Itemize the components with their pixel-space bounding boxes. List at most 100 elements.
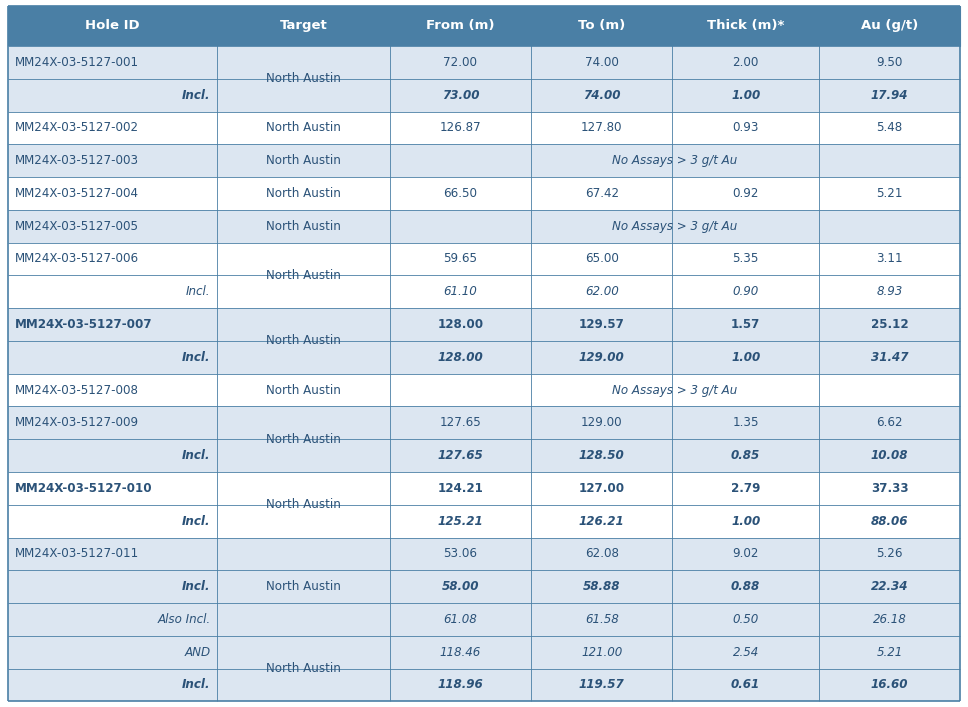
Text: 6.62: 6.62 — [876, 416, 903, 429]
Bar — [8, 275, 960, 308]
Text: 127.65: 127.65 — [439, 416, 481, 429]
Text: 0.61: 0.61 — [731, 679, 760, 691]
Text: 16.60: 16.60 — [871, 679, 908, 691]
Text: 3.11: 3.11 — [876, 252, 903, 266]
Text: 8.93: 8.93 — [876, 285, 903, 298]
Text: 127.00: 127.00 — [579, 482, 624, 495]
Text: 26.18: 26.18 — [873, 613, 906, 626]
Text: 0.93: 0.93 — [733, 122, 759, 134]
Text: 74.00: 74.00 — [583, 88, 620, 102]
Text: 61.10: 61.10 — [443, 285, 477, 298]
Text: 59.65: 59.65 — [443, 252, 477, 266]
Text: 25.12: 25.12 — [871, 318, 908, 331]
Bar — [673, 6, 819, 46]
Text: North Austin: North Austin — [266, 498, 341, 511]
Bar — [8, 243, 960, 275]
Text: 61.08: 61.08 — [443, 613, 477, 626]
Text: 31.47: 31.47 — [871, 351, 908, 364]
Text: MM24X-03-5127-009: MM24X-03-5127-009 — [15, 416, 138, 429]
Text: Incl.: Incl. — [182, 351, 210, 364]
Bar — [217, 6, 390, 46]
Bar — [8, 669, 960, 701]
Text: 2.54: 2.54 — [733, 645, 759, 659]
Text: North Austin: North Austin — [266, 269, 341, 282]
Text: 0.50: 0.50 — [733, 613, 759, 626]
Text: MM24X-03-5127-001: MM24X-03-5127-001 — [15, 56, 138, 69]
Text: From (m): From (m) — [426, 19, 495, 33]
Text: To (m): To (m) — [578, 19, 625, 33]
Bar — [8, 112, 960, 144]
Text: No Assays > 3 g/t Au: No Assays > 3 g/t Au — [613, 154, 738, 167]
Text: 118.96: 118.96 — [438, 679, 483, 691]
Text: 58.00: 58.00 — [441, 580, 479, 593]
Bar — [8, 308, 960, 341]
Text: No Assays > 3 g/t Au: No Assays > 3 g/t Au — [613, 220, 738, 233]
Text: Incl.: Incl. — [186, 285, 210, 298]
Bar — [8, 603, 960, 636]
Text: 62.00: 62.00 — [585, 285, 619, 298]
Text: 22.34: 22.34 — [871, 580, 908, 593]
Text: Hole ID: Hole ID — [85, 19, 139, 33]
Text: Thick (m)*: Thick (m)* — [707, 19, 784, 33]
Text: Target: Target — [280, 19, 327, 33]
Text: 5.21: 5.21 — [876, 645, 903, 659]
Text: MM24X-03-5127-007: MM24X-03-5127-007 — [15, 318, 152, 331]
Text: 125.21: 125.21 — [438, 515, 483, 527]
Text: 118.46: 118.46 — [439, 645, 481, 659]
Text: North Austin: North Austin — [266, 220, 341, 233]
Text: 1.57: 1.57 — [731, 318, 761, 331]
Text: North Austin: North Austin — [266, 154, 341, 167]
Text: North Austin: North Austin — [266, 580, 341, 593]
Text: AND: AND — [184, 645, 210, 659]
Text: 1.35: 1.35 — [733, 416, 759, 429]
Text: 2.00: 2.00 — [733, 56, 759, 69]
Text: North Austin: North Austin — [266, 72, 341, 86]
Bar — [8, 144, 960, 177]
Text: 126.21: 126.21 — [579, 515, 624, 527]
Text: 0.92: 0.92 — [733, 187, 759, 200]
Text: 37.33: 37.33 — [871, 482, 908, 495]
Text: MM24X-03-5127-006: MM24X-03-5127-006 — [15, 252, 138, 266]
Text: 2.79: 2.79 — [731, 482, 761, 495]
Text: MM24X-03-5127-010: MM24X-03-5127-010 — [15, 482, 152, 495]
Text: 5.21: 5.21 — [876, 187, 903, 200]
Text: 126.87: 126.87 — [439, 122, 481, 134]
Text: 72.00: 72.00 — [443, 56, 477, 69]
Text: 9.50: 9.50 — [876, 56, 903, 69]
Text: 127.80: 127.80 — [581, 122, 622, 134]
Text: 88.06: 88.06 — [871, 515, 908, 527]
Text: 1.00: 1.00 — [731, 351, 760, 364]
Text: 128.50: 128.50 — [579, 449, 624, 462]
Bar — [531, 6, 673, 46]
Bar — [819, 6, 960, 46]
Text: North Austin: North Austin — [266, 122, 341, 134]
Text: 73.00: 73.00 — [441, 88, 479, 102]
Text: MM24X-03-5127-003: MM24X-03-5127-003 — [15, 154, 138, 167]
Text: Incl.: Incl. — [182, 449, 210, 462]
Text: MM24X-03-5127-008: MM24X-03-5127-008 — [15, 384, 138, 397]
Text: 58.88: 58.88 — [583, 580, 620, 593]
Text: 127.65: 127.65 — [438, 449, 483, 462]
Text: 9.02: 9.02 — [733, 547, 759, 561]
Bar — [8, 78, 960, 112]
Bar — [8, 505, 960, 537]
Text: North Austin: North Austin — [266, 187, 341, 200]
Text: Also Incl.: Also Incl. — [157, 613, 210, 626]
Text: Au (g/t): Au (g/t) — [861, 19, 919, 33]
Bar — [8, 210, 960, 243]
Text: MM24X-03-5127-002: MM24X-03-5127-002 — [15, 122, 138, 134]
Text: 0.90: 0.90 — [733, 285, 759, 298]
Text: 61.58: 61.58 — [585, 613, 619, 626]
Text: Incl.: Incl. — [182, 515, 210, 527]
Text: Incl.: Incl. — [182, 88, 210, 102]
Text: MM24X-03-5127-011: MM24X-03-5127-011 — [15, 547, 138, 561]
Bar — [8, 407, 960, 439]
Text: 124.21: 124.21 — [438, 482, 483, 495]
Text: 66.50: 66.50 — [443, 187, 477, 200]
Bar — [8, 472, 960, 505]
Text: No Assays > 3 g/t Au: No Assays > 3 g/t Au — [613, 384, 738, 397]
Text: 0.85: 0.85 — [731, 449, 760, 462]
Bar — [8, 374, 960, 407]
Text: 121.00: 121.00 — [581, 645, 622, 659]
Text: North Austin: North Austin — [266, 334, 341, 347]
